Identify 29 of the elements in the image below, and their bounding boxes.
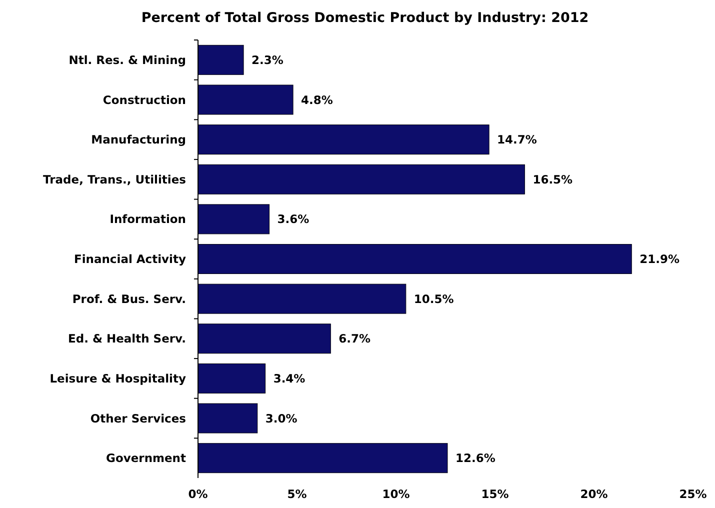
data-label: 10.5%	[414, 292, 454, 306]
data-label: 12.6%	[455, 451, 496, 466]
data-label: 2.3%	[252, 52, 284, 67]
data-label: 4.8%	[301, 92, 334, 107]
data-label: 14.7%	[497, 132, 538, 147]
y-tick-label: Manufacturing	[91, 132, 186, 147]
y-tick-label: Construction	[102, 92, 186, 107]
x-tick-label: 5%	[287, 487, 308, 501]
x-tick-label: 25%	[679, 487, 708, 501]
x-tick-label: 0%	[188, 487, 208, 501]
y-tick-label: Financial Activity	[74, 252, 186, 266]
y-tick-label: Leisure & Hospitality	[50, 371, 186, 386]
y-tick-label: Trade, Trans., Utilities	[43, 172, 186, 186]
x-tick-label: 20%	[580, 487, 608, 501]
y-tick-label: Information	[110, 212, 186, 226]
x-tick-label: 15%	[481, 487, 510, 501]
y-tick-label: Ntl. Res. & Mining	[68, 52, 186, 67]
x-tick-label: 10%	[382, 487, 410, 501]
data-label: 21.9%	[640, 252, 680, 266]
data-label: 16.5%	[532, 172, 574, 186]
y-tick-label: Prof. & Bus. Serv.	[72, 292, 186, 306]
y-tick-label: Other Services	[90, 411, 186, 426]
data-label: 6.7%	[338, 332, 372, 346]
y-tick-label: Ed. & Health Serv.	[68, 332, 186, 346]
data-label: 3.6%	[277, 212, 310, 226]
chart-title: Percent of Total Gross Domestic Product by Industry: 2012	[141, 10, 589, 26]
y-tick-label: Government	[106, 451, 186, 466]
data-label: 3.4%	[273, 371, 306, 386]
data-label: 3.0%	[265, 411, 298, 426]
